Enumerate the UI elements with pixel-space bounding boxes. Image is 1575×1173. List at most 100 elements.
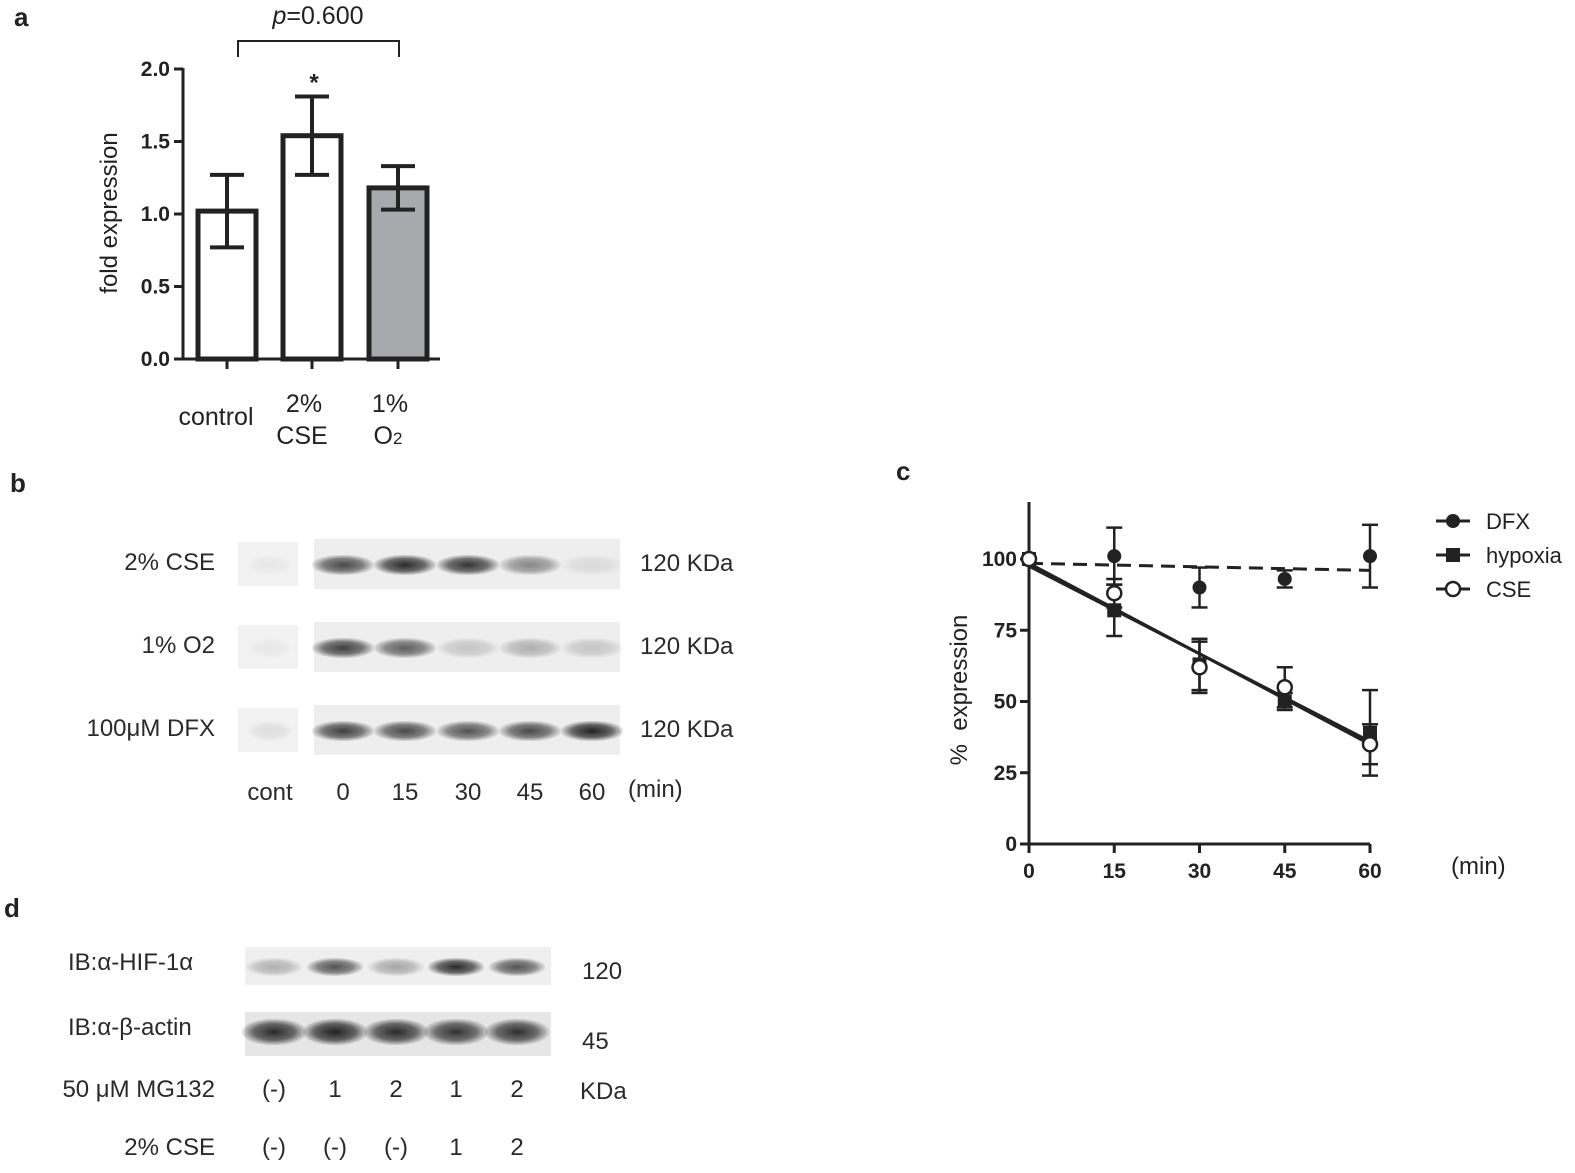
legend-marker-hypoxia xyxy=(1446,548,1460,562)
blot-band xyxy=(437,721,499,741)
condition-value: 2 xyxy=(389,1076,403,1103)
lane-label: cont xyxy=(247,779,293,806)
blot-band xyxy=(561,721,623,741)
x-tick-label: 0 xyxy=(1023,860,1035,883)
molecular-weight-label: 120 KDa xyxy=(640,633,734,660)
category-label-line2-main: CSE xyxy=(276,422,327,450)
blot-band xyxy=(374,638,436,658)
legend-label: CSE xyxy=(1486,577,1531,602)
blot-row-label: 100μM DFX xyxy=(86,715,215,742)
molecular-weight-label: 45 xyxy=(582,1028,609,1055)
bar-chart-a: fold expression 0.0 0.5 1.0 1.5 2.0 control 2%… xyxy=(96,2,440,450)
condition-label: 2% CSE xyxy=(124,1134,215,1161)
blot-band xyxy=(368,958,424,976)
x-axis-unit: (min) xyxy=(1451,853,1506,880)
condition-value: 2 xyxy=(510,1134,524,1161)
condition-value: (-) xyxy=(384,1134,408,1161)
x-tick-label: 45 xyxy=(1273,860,1297,883)
blot-row-label: 1% O2 xyxy=(141,632,215,659)
blot-row-label: 2% CSE xyxy=(124,549,215,576)
blot-band xyxy=(364,1019,428,1045)
blot-band xyxy=(561,638,623,658)
category-label-line1: 1% xyxy=(372,390,408,418)
comparison-bracket xyxy=(237,40,400,57)
y-tick-label: 100 xyxy=(982,548,1017,571)
legend-label: hypoxia xyxy=(1486,543,1563,568)
x-tick-label: 15 xyxy=(1103,860,1127,883)
point-cse xyxy=(1191,659,1208,676)
blot-strip-control xyxy=(238,708,298,752)
blot-band xyxy=(485,1019,549,1045)
blot-band xyxy=(374,721,436,741)
legend-marker-cse xyxy=(1444,580,1462,598)
condition-label: 50 μM MG132 xyxy=(62,1076,215,1103)
blot-band xyxy=(248,638,292,658)
significance-star: * xyxy=(309,70,319,97)
blot-row-label: IB:α-HIF-1α xyxy=(68,949,194,976)
time-unit-label: (min) xyxy=(628,776,683,803)
x-tick-label: 60 xyxy=(1358,860,1381,883)
p-value-label: p=0.600 xyxy=(271,2,363,30)
category-label-subscript: 2 xyxy=(393,429,402,448)
category-label-line2: O2 xyxy=(374,422,403,450)
point-hypoxia xyxy=(1107,603,1122,618)
condition-value: (-) xyxy=(262,1134,286,1161)
bar-2 xyxy=(366,185,430,362)
lane-label: 30 xyxy=(454,779,482,806)
line-chart-c: % expression (min) 0 25 50 75 100 0 15 30 45 60 D… xyxy=(946,502,1563,883)
y-tick-label: 2.0 xyxy=(141,58,170,81)
y-axis-label: % expression xyxy=(946,615,973,766)
point-dfx xyxy=(1107,549,1122,564)
blot-band xyxy=(499,721,561,741)
blot-band xyxy=(303,1019,367,1045)
y-tick-label: 75 xyxy=(994,619,1018,642)
lane-label: 0 xyxy=(336,779,350,806)
y-axis-label: fold expression xyxy=(96,132,123,293)
condition-value: (-) xyxy=(262,1076,286,1103)
category-label-line2: CSE xyxy=(276,422,327,450)
panel-label-b: b xyxy=(10,468,26,498)
panel-label-d: d xyxy=(4,893,20,923)
molecular-weight-label: 120 xyxy=(582,958,623,985)
molecular-weight-label: 120 KDa xyxy=(640,550,734,577)
blot-band xyxy=(246,958,302,976)
blot-band xyxy=(312,555,374,575)
blot-band xyxy=(561,555,623,575)
legend-marker-dfx xyxy=(1446,514,1460,528)
blot-band xyxy=(499,555,561,575)
blot-strip-control xyxy=(238,542,298,586)
y-tick-label: 1.0 xyxy=(141,203,170,226)
blot-band xyxy=(437,638,499,658)
blot-band xyxy=(312,721,374,741)
panel-label-c: c xyxy=(896,456,911,486)
condition-value: 1 xyxy=(328,1076,342,1103)
blot-band xyxy=(307,958,363,976)
point-dfx xyxy=(1192,580,1207,595)
blot-band xyxy=(248,555,292,575)
kda-unit-label: KDa xyxy=(580,1078,627,1105)
point-cse xyxy=(1106,584,1123,602)
condition-value: 2 xyxy=(510,1076,524,1103)
y-tick-label: 0.0 xyxy=(141,348,170,371)
lane-label: 45 xyxy=(516,779,544,806)
condition-value: 1 xyxy=(449,1076,463,1103)
point-cse xyxy=(1020,550,1038,568)
point-cse xyxy=(1276,679,1293,696)
blot-band xyxy=(428,958,484,976)
blot-band xyxy=(312,638,374,658)
y-tick-label: 25 xyxy=(994,762,1018,785)
y-tick-label: 0.5 xyxy=(141,276,171,299)
point-cse xyxy=(1361,736,1379,753)
blot-band xyxy=(248,721,292,741)
panel-label-a: a xyxy=(14,2,29,32)
blot-band xyxy=(374,555,436,575)
blot-band xyxy=(437,555,499,575)
blot-strip-control xyxy=(238,625,298,669)
blot-band xyxy=(499,638,561,658)
y-tick-label: 1.5 xyxy=(141,131,171,154)
y-tick-label: 50 xyxy=(994,691,1017,714)
category-label-line1: 2% xyxy=(286,390,322,418)
condition-value: 1 xyxy=(449,1134,463,1161)
molecular-weight-label: 120 KDa xyxy=(640,716,734,743)
legend-label: DFX xyxy=(1486,509,1530,534)
